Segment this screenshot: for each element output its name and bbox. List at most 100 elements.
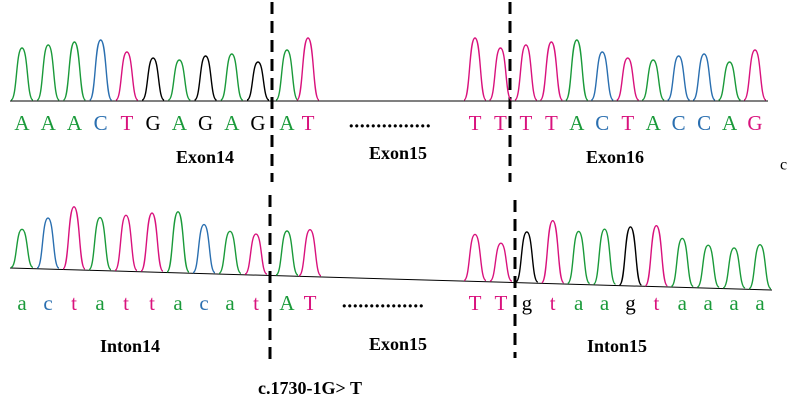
- base-call: T: [621, 111, 634, 135]
- chromatogram-figure: ............... ............... Exon14 E…: [0, 0, 788, 407]
- base-call: A: [224, 111, 240, 135]
- peak: [245, 234, 267, 274]
- peak: [193, 225, 215, 273]
- peak: [515, 45, 537, 100]
- base-call: T: [469, 111, 482, 135]
- base-call: a: [704, 291, 714, 315]
- baseline: [10, 268, 772, 290]
- base-call: G: [198, 111, 213, 135]
- base-call: a: [574, 291, 584, 315]
- peak: [723, 248, 745, 288]
- base-call: a: [755, 291, 765, 315]
- region-label: Inton15: [587, 336, 647, 356]
- gap-dots: ...............: [342, 291, 425, 313]
- peak: [247, 62, 269, 100]
- peak: [195, 56, 217, 100]
- base-call: a: [95, 291, 105, 315]
- base-call: A: [722, 111, 738, 135]
- base-call: G: [747, 111, 762, 135]
- base-call: A: [67, 111, 83, 135]
- peak: [619, 227, 641, 285]
- peak: [63, 42, 85, 100]
- peak: [89, 218, 111, 270]
- peak: [617, 58, 639, 100]
- peak: [464, 234, 486, 280]
- peak: [142, 58, 164, 100]
- base-call: g: [625, 291, 636, 315]
- peak: [719, 62, 741, 100]
- base-call: a: [600, 291, 610, 315]
- peak: [63, 207, 85, 269]
- peak: [490, 243, 512, 281]
- base-call: A: [279, 291, 295, 315]
- region-label: Exon15: [369, 143, 427, 163]
- peak: [221, 54, 243, 100]
- base-call: A: [14, 111, 30, 135]
- base-call: C: [672, 111, 686, 135]
- peak: [645, 226, 667, 286]
- peak: [11, 229, 33, 267]
- base-call: A: [172, 111, 188, 135]
- region-label: Exon16: [586, 147, 644, 167]
- base-call: t: [71, 291, 77, 315]
- peak: [697, 245, 719, 287]
- peak: [568, 231, 590, 283]
- peak: [90, 40, 112, 100]
- peak: [671, 238, 693, 286]
- base-call: G: [250, 111, 265, 135]
- side-mark: c: [780, 157, 787, 174]
- region-label: Inton14: [100, 336, 160, 356]
- peak: [276, 231, 298, 275]
- peak: [297, 38, 319, 100]
- base-call: a: [173, 291, 183, 315]
- base-call: C: [94, 111, 108, 135]
- base-call: T: [120, 111, 133, 135]
- base-call: t: [653, 291, 659, 315]
- peak: [168, 60, 190, 100]
- gap-dots: ...............: [349, 111, 432, 133]
- peak: [11, 48, 33, 100]
- base-call: g: [522, 291, 533, 315]
- base-call: a: [729, 291, 739, 315]
- base-call: t: [149, 291, 155, 315]
- peak: [594, 229, 616, 284]
- base-call: t: [550, 291, 556, 315]
- region-label: Exon15: [369, 334, 427, 354]
- base-call: T: [304, 291, 317, 315]
- base-call: G: [146, 111, 161, 135]
- peak: [276, 50, 298, 100]
- base-call: T: [494, 111, 507, 135]
- peak: [489, 48, 511, 100]
- caption: c.1730-1G> T: [258, 378, 362, 398]
- traces: [11, 38, 771, 289]
- base-call: T: [545, 111, 558, 135]
- peak: [591, 52, 613, 100]
- base-call: a: [17, 291, 27, 315]
- base-call: T: [302, 111, 315, 135]
- peak: [749, 245, 771, 289]
- base-call: t: [123, 291, 129, 315]
- peak: [219, 231, 241, 273]
- peak: [540, 42, 562, 100]
- peak: [464, 38, 486, 100]
- base-call: C: [697, 111, 711, 135]
- base-call: A: [569, 111, 585, 135]
- peak: [115, 215, 137, 270]
- peak: [167, 212, 189, 272]
- base-call: A: [646, 111, 662, 135]
- peak: [693, 54, 715, 100]
- peak: [642, 60, 664, 100]
- base-call: T: [494, 291, 507, 315]
- peak: [542, 221, 564, 283]
- peak: [299, 230, 321, 276]
- region-label: Exon14: [176, 147, 234, 167]
- peak: [668, 56, 690, 100]
- base-call: t: [253, 291, 259, 315]
- base-call: a: [225, 291, 235, 315]
- peak: [516, 232, 538, 282]
- base-call: A: [41, 111, 57, 135]
- peak: [37, 45, 59, 100]
- peak: [141, 213, 163, 271]
- base-call: A: [279, 111, 295, 135]
- peak: [116, 52, 138, 100]
